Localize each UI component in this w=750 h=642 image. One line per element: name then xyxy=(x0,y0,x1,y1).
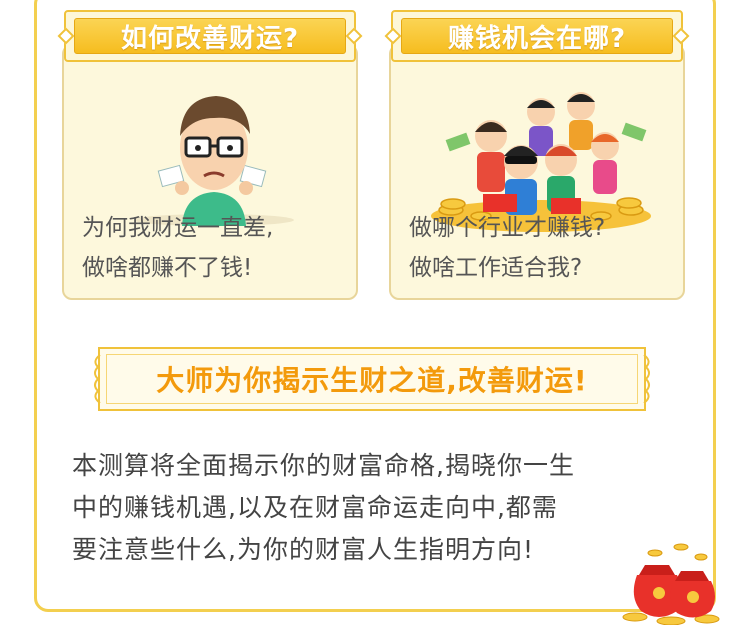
money-bag-icon xyxy=(622,543,720,625)
scroll-ornament-icon xyxy=(94,354,101,404)
card-line: 做啥工作适合我? xyxy=(409,255,583,281)
card-line: 为何我财运一直差, xyxy=(82,215,274,241)
card-money-opportunity: 做哪个行业才赚钱? 做啥工作适合我? xyxy=(389,44,685,300)
card-title-tab: 如何改善财运? xyxy=(57,10,363,62)
banner-text: 大师为你揭示生财之道,改善财运! xyxy=(106,354,638,404)
description-line: 中的赚钱机遇,以及在财富命运走向中,都需 xyxy=(72,493,558,522)
description-line: 要注意些什么,为你的财富人生指明方向! xyxy=(72,535,534,564)
card-line: 做啥都赚不了钱! xyxy=(82,255,253,281)
description: 本测算将全面揭示你的财富命格,揭晓你一生 中的赚钱机遇,以及在财富命运走向中,都… xyxy=(72,445,692,571)
banner: 大师为你揭示生财之道,改善财运! xyxy=(94,347,650,411)
card-line: 做哪个行业才赚钱? xyxy=(409,215,606,241)
card-text: 为何我财运一直差, 做啥都赚不了钱! xyxy=(82,208,273,288)
scroll-ornament-icon xyxy=(643,354,650,404)
happy-crowd-money-icon xyxy=(431,92,651,232)
worried-man-icon xyxy=(134,96,294,226)
card-title: 如何改善财运? xyxy=(74,18,346,54)
card-improve-fortune: 为何我财运一直差, 做啥都赚不了钱! xyxy=(62,44,358,300)
description-line: 本测算将全面揭示你的财富命格,揭晓你一生 xyxy=(72,451,575,480)
card-text: 做哪个行业才赚钱? 做啥工作适合我? xyxy=(409,208,605,288)
card-title-tab: 赚钱机会在哪? xyxy=(384,10,690,62)
card-title: 赚钱机会在哪? xyxy=(401,18,673,54)
